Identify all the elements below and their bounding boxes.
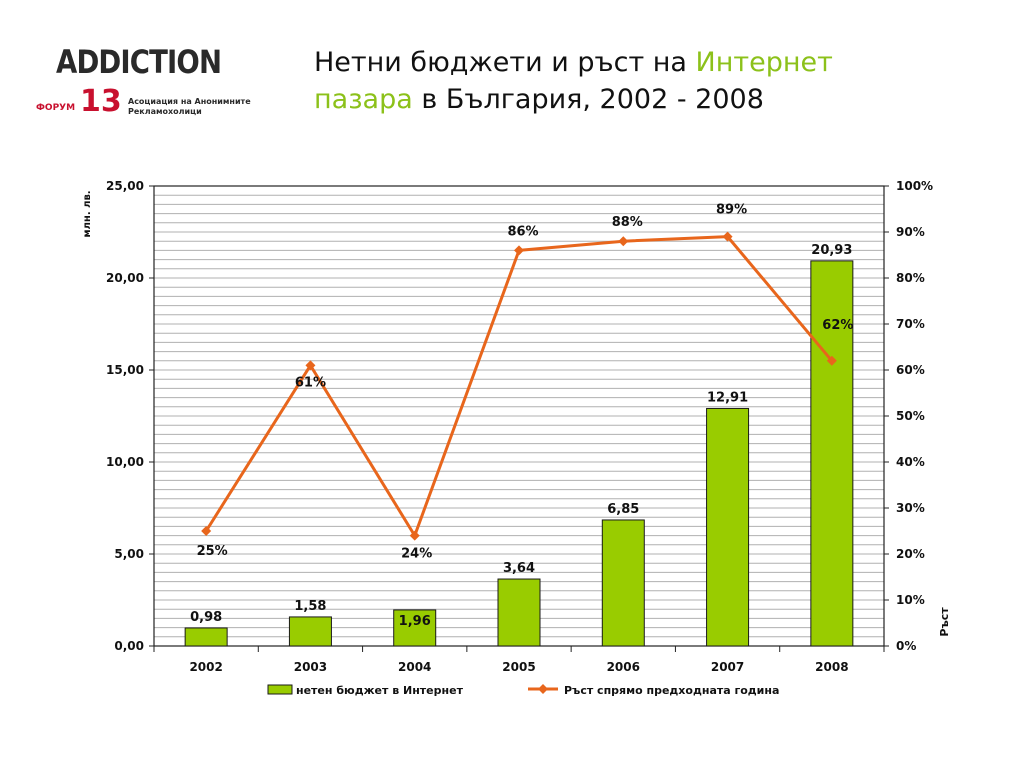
y-right-axis-tick-label: 50% xyxy=(896,409,925,423)
bar xyxy=(288,616,332,647)
y-axis-tick-label: 25,00 xyxy=(106,179,144,193)
growth-value-label: 61% xyxy=(295,375,326,390)
x-axis-tick-label: 2004 xyxy=(398,660,431,674)
y-right-axis-tick-label: 70% xyxy=(896,317,925,331)
logo-subtitle-line1: Асоциация на Анонимните xyxy=(128,97,251,106)
title-highlight2: пазара xyxy=(314,84,413,115)
growth-point xyxy=(826,355,837,366)
growth-point xyxy=(514,245,524,256)
logo-wordmark: ADDICTION xyxy=(56,43,222,81)
slide-title: Нетни бюджети и ръст на Интернет пазара … xyxy=(314,44,934,118)
bar xyxy=(497,578,541,647)
x-axis-tick-label: 2005 xyxy=(502,660,535,674)
bar xyxy=(810,260,854,647)
bar-value-label: 12,91 xyxy=(707,390,748,405)
growth-point xyxy=(409,530,420,541)
bar-value-label: 6,85 xyxy=(607,502,639,517)
x-axis-tick-label: 2007 xyxy=(711,660,744,674)
x-axis-tick-label: 2002 xyxy=(189,660,222,674)
growth-point xyxy=(201,526,212,536)
y-right-axis-tick-label: 40% xyxy=(896,455,925,469)
y-right-axis-tick-label: 80% xyxy=(896,271,925,285)
logo-number: 13 xyxy=(80,84,122,119)
logo-forum-label: ФОРУМ xyxy=(36,103,76,113)
y-right-axis-title: Ръст xyxy=(938,607,951,637)
bar-value-label: 0,98 xyxy=(190,610,222,625)
y-axis-title: млн. лв. xyxy=(82,190,93,237)
y-axis-tick-label: 0,00 xyxy=(114,639,144,653)
x-axis-tick-label: 2006 xyxy=(607,660,640,674)
y-right-axis-tick-label: 10% xyxy=(896,593,925,607)
y-right-axis-tick-label: 90% xyxy=(896,225,925,239)
growth-value-label: 88% xyxy=(612,215,643,230)
bar-value-label: 1,96 xyxy=(399,614,431,629)
y-right-axis-tick-label: 60% xyxy=(896,363,925,377)
bar xyxy=(393,609,437,647)
x-axis-tick-label: 2008 xyxy=(815,660,848,674)
legend-line-label: Ръст спрямо предходната година xyxy=(564,684,779,697)
logo: ADDICTION ФОРУМ 13 Асоциация на Анонимни… xyxy=(30,35,260,130)
bar xyxy=(706,407,750,647)
y-right-axis-tick-label: 100% xyxy=(896,179,933,193)
legend-bar-swatch xyxy=(267,684,293,695)
growth-value-label: 25% xyxy=(197,544,228,559)
bar xyxy=(601,519,645,647)
y-axis-tick-label: 15,00 xyxy=(106,363,144,377)
y-right-axis-tick-label: 0% xyxy=(896,639,916,653)
legend-bar-label: нетен бюджет в Интернет xyxy=(296,684,464,697)
title-part1: Нетни бюджети и ръст на xyxy=(314,47,696,78)
growth-value-label: 24% xyxy=(401,547,432,562)
growth-point xyxy=(305,360,316,371)
bar xyxy=(184,627,228,647)
legend-line-marker xyxy=(538,684,548,694)
bar-value-label: 3,64 xyxy=(503,561,535,576)
growth-point xyxy=(618,236,629,247)
growth-value-label: 89% xyxy=(716,203,747,218)
logo-subtitle-line2: Рекламохолици xyxy=(128,107,202,116)
growth-value-label: 62% xyxy=(822,318,853,333)
growth-value-label: 86% xyxy=(507,224,538,239)
title-highlight1: Интернет xyxy=(695,47,833,78)
y-axis-tick-label: 10,00 xyxy=(106,455,144,469)
y-right-axis-tick-label: 20% xyxy=(896,547,925,561)
y-axis-tick-label: 20,00 xyxy=(106,271,144,285)
bar-value-label: 20,93 xyxy=(811,243,852,258)
logo-subtitle: Асоциация на Анонимните Рекламохолици xyxy=(128,97,251,117)
x-axis-tick-label: 2003 xyxy=(294,660,327,674)
y-right-axis-tick-label: 30% xyxy=(896,501,925,515)
growth-point xyxy=(722,231,733,242)
y-axis-tick-label: 5,00 xyxy=(114,547,144,561)
title-part2: в България, 2002 - 2008 xyxy=(412,84,764,115)
bar-value-label: 1,58 xyxy=(294,599,326,614)
